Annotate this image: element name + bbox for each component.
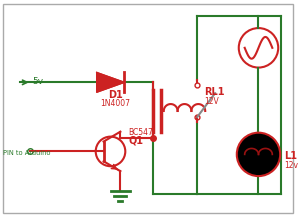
Text: 12V: 12V — [204, 97, 219, 106]
Text: Q1: Q1 — [128, 136, 143, 146]
Polygon shape — [97, 72, 124, 92]
Text: BC547: BC547 — [128, 128, 153, 137]
Text: RL1: RL1 — [204, 87, 225, 97]
Text: D1: D1 — [108, 90, 123, 100]
Circle shape — [237, 133, 280, 176]
Text: 1N4007: 1N4007 — [100, 99, 130, 108]
Text: L1: L1 — [284, 151, 297, 161]
Text: PIN to Arduino: PIN to Arduino — [3, 150, 50, 156]
Text: 5v: 5v — [33, 77, 44, 86]
Text: 12v: 12v — [284, 161, 298, 170]
